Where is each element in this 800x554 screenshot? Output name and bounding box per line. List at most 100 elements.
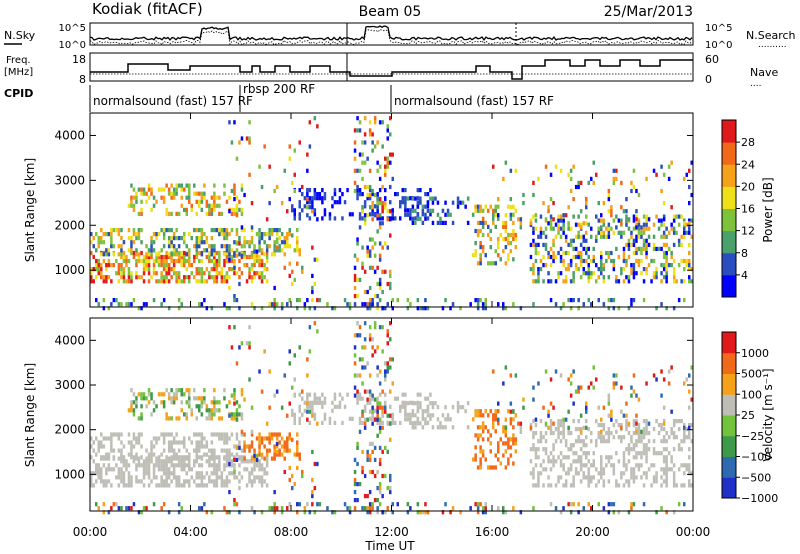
velocity-cell bbox=[200, 483, 204, 488]
power-cell bbox=[404, 208, 407, 213]
velocity-cell bbox=[590, 463, 593, 468]
velocity-cell bbox=[507, 445, 510, 450]
power-cell bbox=[162, 199, 166, 204]
power-cell bbox=[228, 244, 231, 249]
power-cell bbox=[306, 188, 309, 193]
power-cell bbox=[384, 196, 387, 201]
velocity-cell bbox=[180, 459, 183, 464]
power-cell bbox=[632, 250, 636, 256]
velocity-cell bbox=[376, 486, 379, 491]
velocity-cell bbox=[476, 437, 480, 442]
velocity-cell bbox=[469, 506, 472, 511]
power-cell bbox=[590, 226, 593, 231]
velocity-cell bbox=[215, 432, 219, 437]
velocity-cell bbox=[592, 459, 595, 464]
velocity-cell bbox=[200, 412, 204, 417]
power-cell bbox=[238, 140, 241, 145]
colorbar-tick-label: 500 bbox=[741, 368, 762, 381]
velocity-cell bbox=[185, 463, 188, 468]
velocity-cell bbox=[590, 381, 593, 386]
power-cell bbox=[157, 263, 161, 268]
power-cell bbox=[577, 306, 580, 311]
power-cell bbox=[607, 254, 611, 260]
velocity-cell bbox=[130, 455, 133, 460]
power-cell bbox=[378, 176, 382, 181]
velocity-cell bbox=[253, 510, 256, 515]
power-cell bbox=[416, 200, 420, 205]
power-cell bbox=[507, 236, 510, 242]
colorbar-swatch bbox=[722, 252, 736, 276]
power-cell bbox=[198, 258, 201, 264]
velocity-cell bbox=[177, 440, 181, 445]
velocity-cell bbox=[170, 448, 173, 453]
velocity-cell bbox=[90, 475, 93, 480]
velocity-cell bbox=[240, 457, 244, 462]
power-cell bbox=[137, 232, 141, 237]
velocity-cell bbox=[238, 510, 241, 515]
power-cell bbox=[431, 196, 435, 201]
power-cell bbox=[635, 214, 638, 219]
power-cell bbox=[600, 271, 603, 276]
velocity-cell bbox=[268, 369, 271, 374]
power-cell bbox=[559, 214, 563, 219]
velocity-cell bbox=[253, 463, 256, 468]
power-cell bbox=[132, 240, 136, 245]
velocity-cell bbox=[142, 396, 146, 401]
power-cell bbox=[112, 298, 116, 303]
velocity-cell bbox=[245, 483, 249, 488]
power-cell bbox=[120, 302, 123, 307]
colorbar-swatch bbox=[722, 274, 736, 298]
velocity-cell bbox=[544, 447, 548, 452]
velocity-cell bbox=[572, 369, 575, 374]
power-cell bbox=[366, 253, 369, 258]
velocity-cell bbox=[662, 447, 666, 452]
power-cell bbox=[301, 265, 304, 270]
power-cell bbox=[645, 254, 648, 260]
power-cell bbox=[562, 258, 565, 264]
power-cell bbox=[544, 234, 548, 239]
velocity-cell bbox=[265, 448, 269, 453]
power-cell bbox=[419, 188, 422, 193]
power-cell bbox=[203, 279, 206, 284]
velocity-cell bbox=[203, 475, 206, 480]
velocity-cell bbox=[278, 452, 281, 457]
velocity-cell bbox=[361, 409, 364, 414]
power-cell bbox=[100, 263, 103, 268]
velocity-cell bbox=[569, 443, 573, 448]
velocity-cell bbox=[640, 475, 643, 480]
velocity-cell bbox=[632, 455, 636, 460]
power-cell bbox=[378, 253, 382, 258]
velocity-cell bbox=[321, 392, 324, 397]
velocity-cell bbox=[348, 510, 352, 515]
power-cell bbox=[125, 302, 128, 307]
power-cell bbox=[683, 176, 686, 181]
velocity-cell bbox=[188, 392, 191, 397]
velocity-cell bbox=[667, 467, 671, 472]
velocity-cell bbox=[218, 467, 221, 472]
power-cell bbox=[260, 263, 264, 268]
power-cell bbox=[275, 245, 279, 250]
power-cell bbox=[250, 240, 254, 245]
velocity-cell bbox=[293, 420, 296, 425]
velocity-cell bbox=[637, 435, 641, 440]
power-cell bbox=[132, 298, 136, 303]
velocity-cell bbox=[537, 447, 540, 452]
power-cell bbox=[240, 225, 244, 230]
velocity-cell bbox=[386, 421, 389, 426]
velocity-cell bbox=[569, 510, 573, 515]
velocity-cell bbox=[620, 435, 623, 440]
power-cell bbox=[617, 306, 621, 311]
power-cell bbox=[373, 116, 377, 121]
velocity-cell bbox=[172, 396, 176, 401]
velocity-cell bbox=[404, 409, 407, 414]
velocity-cell bbox=[607, 502, 611, 507]
velocity-cell bbox=[547, 483, 550, 488]
velocity-cell bbox=[177, 455, 181, 460]
power-cell bbox=[150, 248, 153, 253]
velocity-cell bbox=[474, 453, 477, 458]
power-cell bbox=[250, 254, 254, 260]
power-cell bbox=[291, 180, 294, 185]
power-cell bbox=[220, 267, 224, 272]
power-cell bbox=[376, 140, 379, 145]
power-cell bbox=[677, 222, 681, 227]
